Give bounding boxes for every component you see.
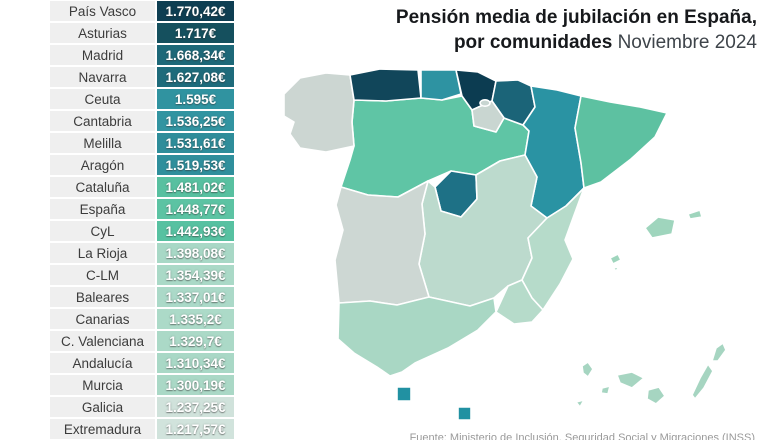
region-label: C. Valenciana — [50, 331, 155, 351]
chart-title: Pensión media de jubilación en España, p… — [396, 5, 757, 55]
region-label: Andalucía — [50, 353, 155, 373]
chart-title-line2: por comunidades Noviembre 2024 — [396, 30, 757, 55]
chart-title-line1: Pensión media de jubilación en España, — [395, 7, 757, 28]
region-label: País Vasco — [50, 1, 155, 21]
region-value-badge: 1.595€ — [157, 89, 234, 109]
region-value-badge: 1.448,77€ — [157, 199, 234, 219]
map-region-murcia — [495, 279, 544, 325]
ranking-row: La Rioja 1.398,08€ — [50, 243, 236, 263]
map-region-canarias — [575, 342, 727, 408]
source-credit: Fuente: Ministerio de Inclusión, Segurid… — [409, 432, 755, 440]
map-island-ibiza — [609, 253, 622, 265]
region-value-badge: 1.335,2€ — [157, 309, 234, 329]
map-island-menorca — [687, 209, 703, 220]
region-value-badge: 1.237,25€ — [157, 397, 234, 417]
map-region-extremadura — [334, 180, 430, 306]
map-island-gran-canaria — [646, 386, 666, 405]
region-label: La Rioja — [50, 243, 155, 263]
map-region-melilla — [457, 406, 472, 421]
map-island-la-palma — [581, 361, 594, 378]
region-value-badge: 1.337,01€ — [157, 287, 234, 307]
region-label: Galicia — [50, 397, 155, 417]
region-value-badge: 1.627,08€ — [157, 67, 234, 87]
pension-ranking-list: País Vasco 1.770,42€ Asturias 1.717€ Mad… — [50, 1, 236, 440]
ranking-row: C-LM 1.354,39€ — [50, 265, 236, 285]
ranking-row: Baleares 1.337,01€ — [50, 287, 236, 307]
ranking-row: Navarra 1.627,08€ — [50, 67, 236, 87]
map-region-ceuta — [396, 386, 412, 402]
region-label: Murcia — [50, 375, 155, 395]
region-label: Aragón — [50, 155, 155, 175]
region-value-badge: 1.300,19€ — [157, 375, 234, 395]
region-label: Ceuta — [50, 89, 155, 109]
region-label: CyL — [50, 221, 155, 241]
ranking-row: Madrid 1.668,34€ — [50, 45, 236, 65]
region-label: Baleares — [50, 287, 155, 307]
ranking-row: Andalucía 1.310,34€ — [50, 353, 236, 373]
region-value-badge: 1.310,34€ — [157, 353, 234, 373]
region-label: Melilla — [50, 133, 155, 153]
region-value-badge: 1.770,42€ — [157, 1, 234, 21]
map-region-asturias — [349, 68, 422, 102]
ranking-row: Cataluña 1.481,02€ — [50, 177, 236, 197]
map-island-lanzarote — [711, 342, 727, 362]
ranking-row: Cantabria 1.536,25€ — [50, 111, 236, 131]
map-island-el-hierro — [575, 399, 585, 408]
map-region-galicia — [283, 72, 355, 153]
region-label: Canarias — [50, 309, 155, 329]
region-label: Asturias — [50, 23, 155, 43]
ranking-row: País Vasco 1.770,42€ — [50, 1, 236, 21]
region-label: C-LM — [50, 265, 155, 285]
region-label: Cantabria — [50, 111, 155, 131]
region-label: Navarra — [50, 67, 155, 87]
region-label: Extremadura — [50, 419, 155, 439]
region-value-badge: 1.717€ — [157, 23, 234, 43]
region-value-badge: 1.398,08€ — [157, 243, 234, 263]
map-region-trevino-enclave — [479, 98, 491, 107]
ranking-row: España 1.448,77€ — [50, 199, 236, 219]
chart-title-line2-bold: por comunidades — [453, 32, 613, 53]
region-value-badge: 1.481,02€ — [157, 177, 234, 197]
region-value-badge: 1.536,25€ — [157, 111, 234, 131]
map-island-formentera — [612, 266, 620, 272]
chart-title-date: Noviembre 2024 — [617, 32, 757, 53]
canarias-inset-frame — [560, 334, 730, 412]
map-region-cataluna — [574, 95, 668, 189]
ranking-row: Ceuta 1.595€ — [50, 89, 236, 109]
ranking-row: C. Valenciana 1.329,7€ — [50, 331, 236, 351]
map-island-la-gomera — [600, 385, 611, 395]
region-label: España — [50, 199, 155, 219]
ranking-row: Canarias 1.335,2€ — [50, 309, 236, 329]
region-value-badge: 1.519,53€ — [157, 155, 234, 175]
region-label: Madrid — [50, 45, 155, 65]
map-region-cantabria — [420, 69, 462, 101]
ranking-row: CyL 1.442,93€ — [50, 221, 236, 241]
region-value-badge: 1.217,57€ — [157, 419, 234, 439]
spain-choropleth-map — [283, 68, 730, 421]
region-value-badge: 1.531,61€ — [157, 133, 234, 153]
region-value-badge: 1.668,34€ — [157, 45, 234, 65]
map-region-baleares — [609, 209, 703, 272]
ranking-row: Asturias 1.717€ — [50, 23, 236, 43]
map-island-mallorca — [644, 216, 676, 239]
map-island-tenerife — [616, 371, 645, 389]
region-value-badge: 1.354,39€ — [157, 265, 234, 285]
map-region-andalucia — [337, 296, 497, 377]
region-value-badge: 1.442,93€ — [157, 221, 234, 241]
ranking-row: Galicia 1.237,25€ — [50, 397, 236, 417]
ranking-row: Melilla 1.531,61€ — [50, 133, 236, 153]
region-label: Cataluña — [50, 177, 155, 197]
ranking-row: Aragón 1.519,53€ — [50, 155, 236, 175]
ranking-row: Extremadura 1.217,57€ — [50, 419, 236, 439]
ranking-row: Murcia 1.300,19€ — [50, 375, 236, 395]
region-value-badge: 1.329,7€ — [157, 331, 234, 351]
map-island-fuerteventura — [691, 363, 714, 400]
